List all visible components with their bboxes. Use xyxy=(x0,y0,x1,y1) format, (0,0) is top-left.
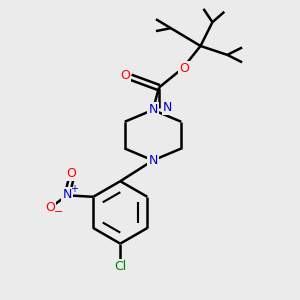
Text: O: O xyxy=(179,62,189,75)
Text: O: O xyxy=(120,69,130,82)
Text: −: − xyxy=(53,207,63,217)
Text: O: O xyxy=(45,201,55,214)
Text: N: N xyxy=(148,103,158,116)
Text: O: O xyxy=(67,167,76,180)
Text: N: N xyxy=(148,154,158,167)
Text: N: N xyxy=(62,188,72,201)
Text: Cl: Cl xyxy=(114,260,126,273)
Text: N: N xyxy=(163,101,172,114)
Text: +: + xyxy=(70,184,78,194)
